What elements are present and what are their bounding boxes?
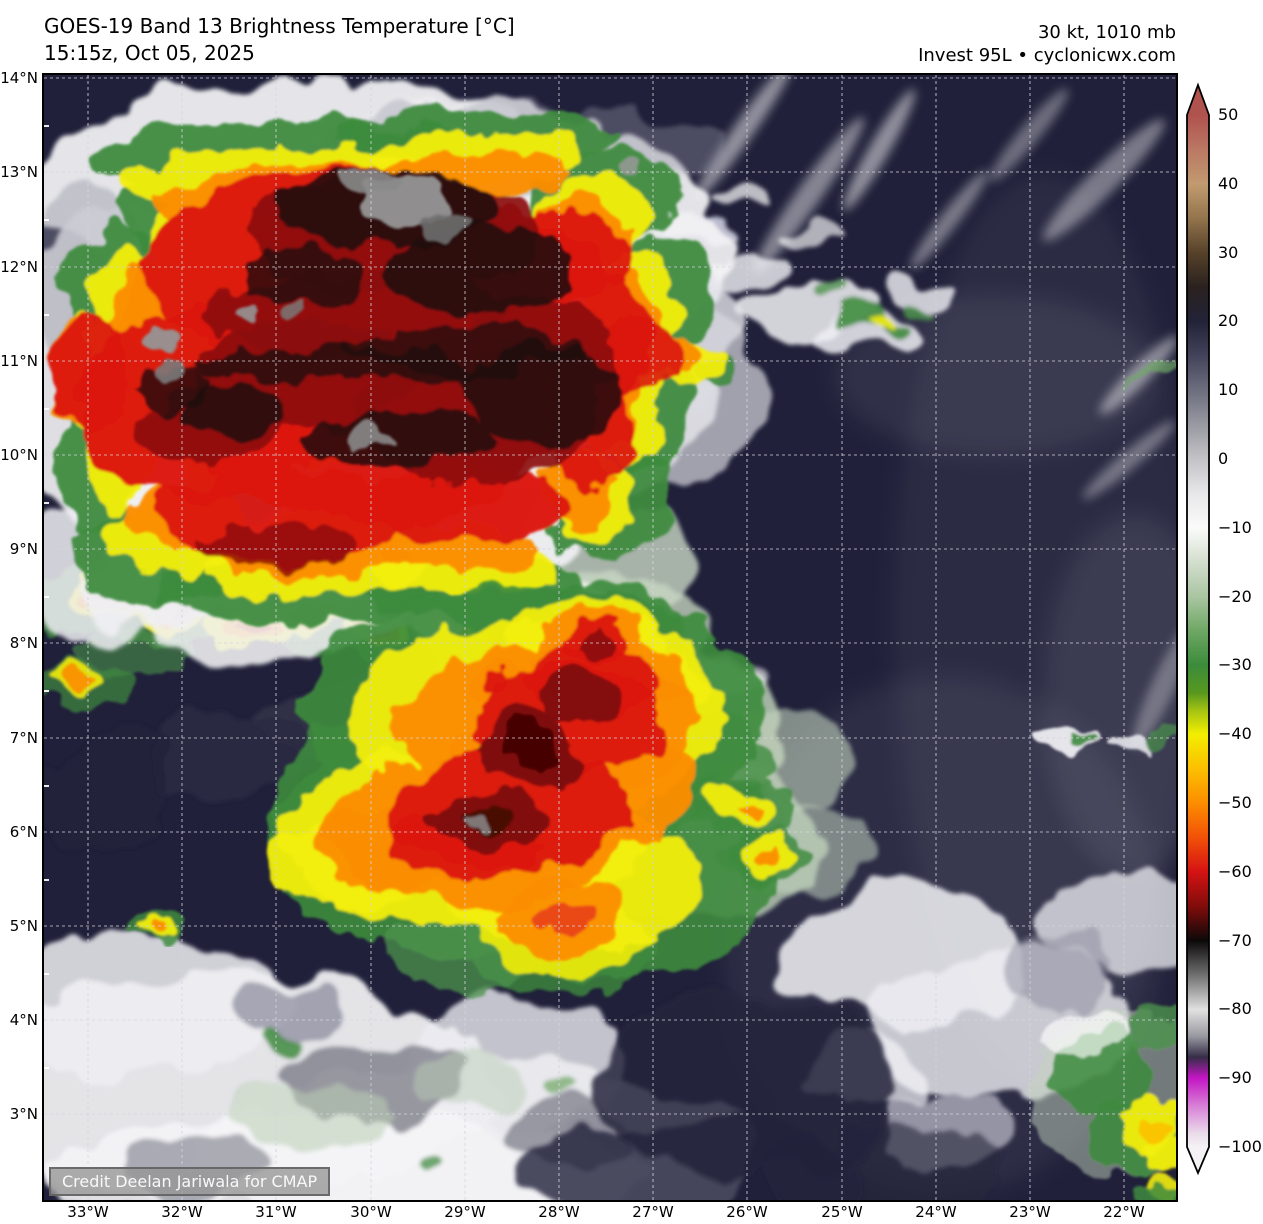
- colorbar-tick-label: −80: [1218, 999, 1252, 1018]
- lon-tick-label: 30°W: [350, 1203, 392, 1221]
- lat-tick-label: 13°N: [0, 163, 38, 181]
- isolated-cell-south: [132, 907, 192, 939]
- lat-tick-label: 8°N: [9, 634, 38, 652]
- satellite-map: Credit Deelan Jariwala for CMAP: [42, 73, 1178, 1202]
- lat-tick-label: 6°N: [9, 823, 38, 841]
- lat-tick-label: 12°N: [0, 258, 38, 276]
- satellite-imagery: [44, 75, 1176, 1200]
- lon-tick-label: 23°W: [1009, 1203, 1051, 1221]
- colorbar-tick-label: 30: [1218, 243, 1239, 262]
- overshooting-tops: [140, 162, 643, 451]
- colorbar-tick-label: 0: [1218, 449, 1229, 468]
- lon-tick-label: 29°W: [444, 1203, 486, 1221]
- colorbar-tick-label: −10: [1218, 518, 1252, 537]
- colorbar-tick-label: 10: [1218, 380, 1239, 399]
- credit-badge: Credit Deelan Jariwala for CMAP: [49, 1167, 331, 1196]
- chart-title: GOES-19 Band 13 Brightness Temperature […: [44, 14, 515, 38]
- colorbar-tick-label: −40: [1218, 724, 1252, 743]
- chart-subtitle: 15:15z, Oct 05, 2025: [44, 41, 255, 65]
- lon-tick-label: 31°W: [255, 1203, 297, 1221]
- minor-tick-marks: [44, 125, 49, 1069]
- colorbar-tick-label: −100: [1218, 1137, 1262, 1156]
- colorbar-tick-label: −20: [1218, 587, 1252, 606]
- lon-tick-label: 26°W: [726, 1203, 768, 1221]
- colorbar-tick-label: 50: [1218, 105, 1239, 124]
- colorbar-tick-label: −30: [1218, 655, 1252, 674]
- storm-name-site-label: Invest 95L • cyclonicwx.com: [918, 45, 1176, 66]
- colorbar-tick-label: 40: [1218, 174, 1239, 193]
- lon-tick-label: 27°W: [632, 1203, 674, 1221]
- lat-tick-label: 3°N: [9, 1105, 38, 1123]
- cirrus-streaks: [694, 75, 1176, 749]
- colorbar-tick-label: −70: [1218, 931, 1252, 950]
- convection-southeast-corner: [1029, 1001, 1176, 1200]
- lat-tick-label: 11°N: [0, 352, 38, 370]
- colorbar-gradient-bar: [1186, 82, 1210, 1176]
- lon-tick-label: 32°W: [161, 1203, 203, 1221]
- colorbar-tick-label: −90: [1218, 1068, 1252, 1087]
- secondary-convection-cluster: [259, 580, 810, 995]
- colorbar-tick-label: 20: [1218, 311, 1239, 330]
- colorbar-tick-label: −50: [1218, 793, 1252, 812]
- colorbar-tick-label: −60: [1218, 862, 1252, 881]
- lon-tick-label: 28°W: [538, 1203, 580, 1221]
- lon-tick-label: 22°W: [1103, 1203, 1145, 1221]
- colorbar: [1186, 82, 1210, 1176]
- gridlines: [44, 75, 1176, 1200]
- scattered-clouds-east: [1032, 370, 1176, 753]
- lon-tick-label: 24°W: [915, 1203, 957, 1221]
- lat-tick-label: 7°N: [9, 729, 38, 747]
- lat-tick-label: 5°N: [9, 917, 38, 935]
- lat-tick-label: 10°N: [0, 446, 38, 464]
- storm-intensity-label: 30 kt, 1010 mb: [1037, 22, 1176, 43]
- lon-tick-label: 33°W: [67, 1203, 109, 1221]
- lat-tick-label: 9°N: [9, 540, 38, 558]
- lat-tick-label: 4°N: [9, 1011, 38, 1029]
- lon-tick-label: 25°W: [821, 1203, 863, 1221]
- lat-tick-label: 14°N: [0, 69, 38, 87]
